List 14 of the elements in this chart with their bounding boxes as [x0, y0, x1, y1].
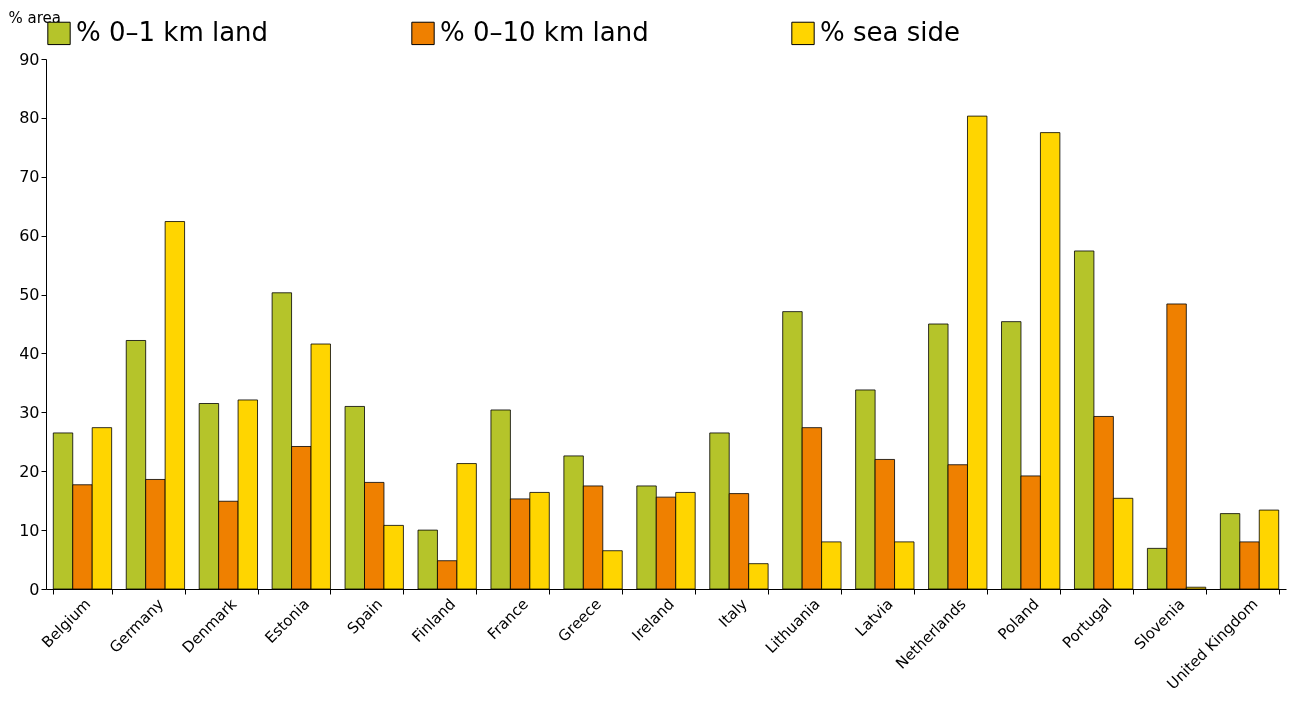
y-tick-label: 60	[19, 226, 40, 246]
legend-label: % 0–1 km land	[76, 17, 269, 48]
y-tick-label: 0	[29, 579, 40, 599]
y-tick-label: 50	[19, 285, 40, 305]
y-tick-label: 70	[19, 167, 40, 187]
legend-label: % 0–10 km land	[440, 17, 649, 48]
y-tick-label: 90	[19, 49, 40, 69]
y-tick-label: 40	[19, 343, 40, 363]
y-tick-label: 30	[19, 402, 40, 422]
y-tick-label: 80	[19, 108, 40, 128]
y-axis-title: % area	[8, 8, 61, 27]
y-tick-label: 10	[19, 520, 40, 540]
y-tick-label: 20	[19, 461, 40, 481]
legend-label: % sea side	[820, 17, 960, 48]
